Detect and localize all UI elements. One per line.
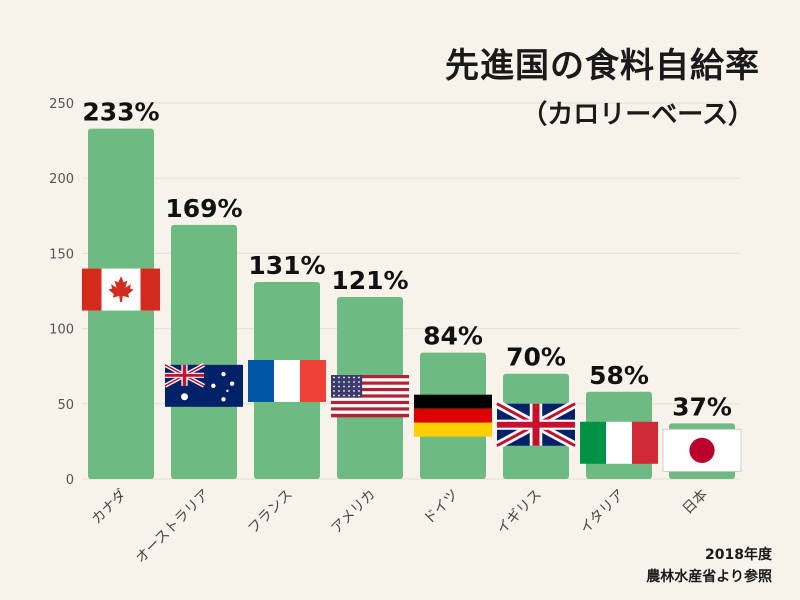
source-note: 2018年度 農林水産省より参照 [646,544,772,588]
x-tick-label: オーストラリア [133,487,213,567]
x-tick-label: アメリカ [328,487,378,537]
value-label: 84% [423,322,483,351]
bar-2 [171,224,237,479]
value-label: 121% [331,266,408,295]
x-tick-label: フランス [245,487,296,538]
value-label: 169% [165,194,242,223]
france-flag [248,359,326,402]
x-tick-label: カナダ [89,487,130,528]
value-label: 233% [82,98,159,127]
value-label: 70% [506,343,566,372]
uk-flag [495,400,577,450]
chart-title: 先進国の食料自給率 [445,46,760,86]
usa-flag [331,375,409,418]
x-tick-label: 日本 [680,487,711,518]
x-tick-label: イタリア [577,487,628,538]
value-label: 58% [589,361,649,390]
source-ministry: 農林水産省より参照 [646,569,772,585]
y-tick-label: 0 [66,473,74,488]
x-tick-label: イギリス [494,487,545,538]
y-tick-label: 150 [49,247,74,262]
x-tick-label: ドイツ [421,487,462,528]
value-label: 37% [672,392,732,421]
australia-flag [164,362,243,407]
italy-flag [580,421,658,464]
canada-flag [82,268,160,311]
chart-subtitle: （カロリーベース） [521,100,754,130]
germany-flag [414,394,492,437]
y-tick-label: 50 [57,398,74,413]
y-tick-label: 200 [49,172,74,187]
y-tick-label: 100 [49,323,74,338]
japan-flag [662,428,742,472]
source-year: 2018年度 [705,547,772,563]
y-tick-label: 250 [49,97,74,112]
value-label: 131% [248,251,325,280]
